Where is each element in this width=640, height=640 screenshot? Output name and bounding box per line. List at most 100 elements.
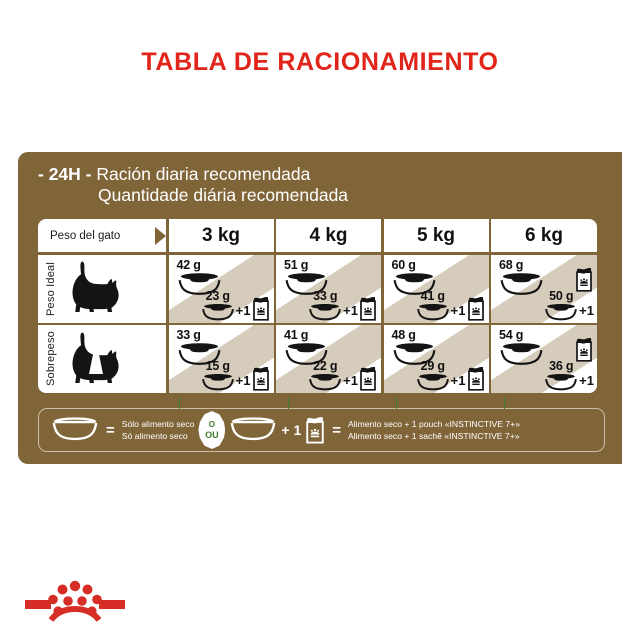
header-cell-4kg: 4 kg [276,219,381,252]
dry-plus-pouch-group: 29 g +1 [416,359,485,391]
legend-dry-only-es: Sólo alimento seco [121,418,195,429]
heading-line-pt: Quantidade diária recomendada [98,184,349,205]
dry-mixed-amount: 23 g [205,288,230,303]
header-cell-3kg: 3 kg [168,219,274,252]
bowl-icon [500,272,543,295]
rationing-table: Peso del gato 3 kg 4 kg 5 kg 6 kg Peso I… [38,219,605,393]
plus-one-label: +1 [450,302,466,318]
bowl-icon [285,343,328,365]
pouch-icon [467,366,484,391]
dry-plus-pouch-group: 22 g +1 [308,359,377,391]
bowl-icon [393,272,435,295]
data-cell-over-6kg: 54 g 36 g +1 [491,325,597,393]
plus-one-label: +1 [235,373,251,388]
legend-tick [396,397,398,409]
bowl-icon [416,373,449,391]
dry-mixed-amount: 29 g [420,359,445,373]
pouch-icon [360,366,376,391]
pouch-icon [576,337,592,362]
legend-tick [179,397,181,409]
data-cell-over-5kg: 48 g 29 g +1 [383,325,489,393]
or-badge-es: O [208,419,215,429]
dry-only-group: 51 g [284,258,329,296]
arrow-right-icon [155,226,166,245]
legend-tick [504,397,506,409]
dry-mixed-amount: 22 g [313,359,338,373]
pouch-icon [576,267,592,292]
dry-only-amount: 41 g [284,328,309,342]
bowl-icon [309,373,342,391]
legend-mixed-text: Alimento seco + 1 pouch «INSTINCTIVE 7+»… [348,418,520,442]
legend-dry-only-pt: Só alimento seco [121,431,188,441]
bowl-icon [178,343,220,365]
bowl-icon [545,373,578,391]
legend-mixed-pt: Alimento seco + 1 sachê «INSTINCTIVE 7+» [348,431,520,441]
or-badge: O OU [198,411,226,449]
plus-one-label: +1 [450,373,466,388]
dry-only-amount: 68 g [499,257,524,272]
bowl-icon [201,303,234,320]
legend-tick [288,397,290,409]
dry-only-group: 48 g [392,328,437,366]
bowl-icon [201,373,234,391]
bowl-icon [545,303,578,320]
legend-equals-2: = [332,421,342,439]
row-label-sobrepeso: Sobrepeso [38,325,166,393]
bowl-icon [416,303,449,320]
plus-one-label: +1 [579,302,594,318]
weight-label-text: Peso del gato [50,229,121,242]
pouch-icon [252,296,269,321]
data-cell-ideal-6kg: 68 g 50 g +1 [491,254,597,323]
pouch-icon [360,296,376,321]
rationing-panel: - 24H - Ración diaria recomendada Quanti… [18,152,622,464]
table-row: Peso Ideal 42 g [38,254,605,323]
dry-only-group: 33 g [177,328,222,366]
dry-mixed-amount: 36 g [549,359,574,373]
header-cell-5kg: 5 kg [383,219,489,252]
data-cell-over-4kg: 41 g 22 g +1 [276,325,381,393]
dry-only-group: 54 g [499,328,544,366]
plus-one-label: +1 [343,373,358,388]
dry-only-amount: 54 g [499,328,524,342]
bowl-icon [393,343,435,365]
header-cell-weight-label: Peso del gato [38,219,166,252]
data-cell-ideal-4kg: 51 g 33 g +1 [276,254,381,323]
dry-mixed-amount: 33 g [313,288,338,303]
dry-only-group: 60 g [392,258,437,296]
bowl-icon [500,343,543,365]
pouch-icon [306,417,324,444]
row-label-text: Sobrepeso [45,331,57,387]
header-cell-6kg: 6 kg [491,219,597,252]
dry-only-amount: 51 g [284,257,309,272]
bowl-icon [285,272,328,295]
legend-plus-one: + 1 [281,422,302,438]
dry-only-amount: 33 g [176,328,201,342]
plus-one-label: +1 [579,373,594,388]
data-cell-ideal-5kg: 60 g 41 g +1 [383,254,489,323]
pouch-icon [467,296,484,321]
dry-only-amount: 48 g [391,328,416,342]
cat-silhouette-icon [67,260,129,317]
legend-dry-only-text: Sólo alimento seco Só alimento seco [122,418,195,442]
legend-equals-1: = [106,421,115,439]
bowl-icon [309,303,342,320]
dry-plus-pouch-group: 33 g +1 [308,289,377,321]
dry-plus-pouch-group: 50 g +1 [544,289,595,321]
cat-silhouette-overweight-icon [67,331,129,388]
table-row: Sobrepeso 33 g [38,325,605,393]
dry-mixed-amount: 50 g [549,288,574,303]
dry-plus-pouch-group: 36 g +1 [544,359,595,391]
dry-only-group: 68 g [499,258,544,296]
bowl-icon [231,417,276,441]
plus-one-label: +1 [235,302,251,318]
pouch-icon [252,366,269,391]
or-badge-pt: OU [205,429,219,440]
dry-only-group: 41 g [284,328,329,366]
dry-plus-pouch-group: 41 g +1 [416,289,485,321]
plus-one-label: +1 [343,302,358,318]
page-title: TABLA DE RACIONAMIENTO [141,48,499,76]
panel-heading: - 24H - Ración diaria recomendada Quanti… [38,164,348,205]
legend-box: = Sólo alimento seco Só alimento seco O … [38,397,605,452]
royal-canin-crown-logo [25,580,125,622]
dry-only-amount: 42 g [176,257,201,272]
